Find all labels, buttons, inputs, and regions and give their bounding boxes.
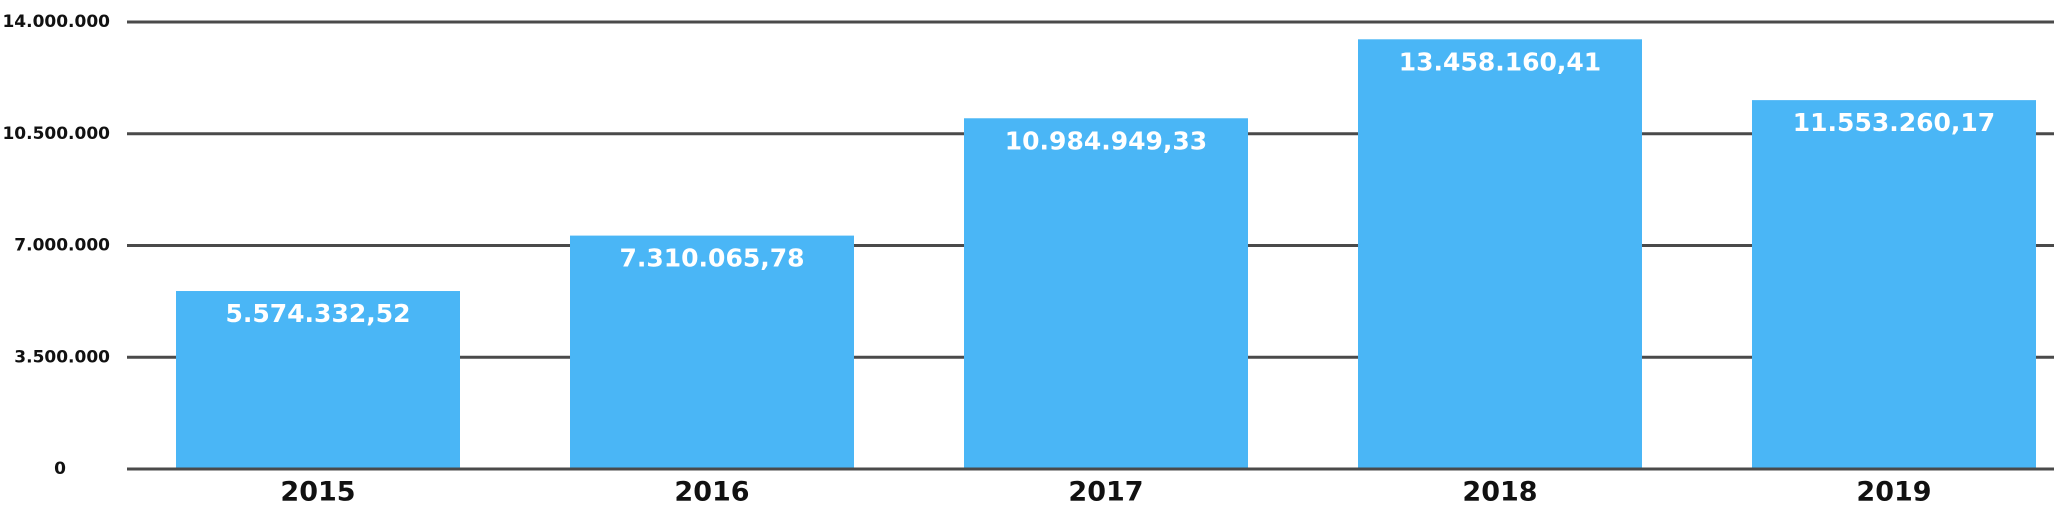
value-label: 10.984.949,33 (1005, 126, 1207, 155)
value-label: 5.574.332,52 (225, 299, 410, 328)
value-label: 11.553.260,17 (1793, 108, 1995, 137)
y-tick-label: 7.000.000 (14, 236, 110, 256)
x-tick-label: 2019 (1856, 477, 1931, 508)
x-tick-label: 2015 (280, 477, 355, 508)
x-tick-label: 2016 (674, 477, 749, 508)
value-label: 13.458.160,41 (1399, 47, 1601, 76)
bar (1752, 100, 2036, 469)
y-tick-label: 14.000.000 (2, 12, 110, 32)
y-tick-label: 0 (54, 459, 66, 479)
value-label: 7.310.065,78 (619, 244, 804, 273)
y-tick-label: 10.500.000 (2, 124, 110, 144)
bar (570, 235, 854, 469)
bar (964, 118, 1248, 469)
x-tick-label: 2018 (1462, 477, 1537, 508)
bar (1358, 39, 1642, 469)
y-tick-label: 3.500.000 (14, 347, 110, 367)
x-tick-label: 2017 (1068, 477, 1143, 508)
bar (176, 291, 460, 469)
